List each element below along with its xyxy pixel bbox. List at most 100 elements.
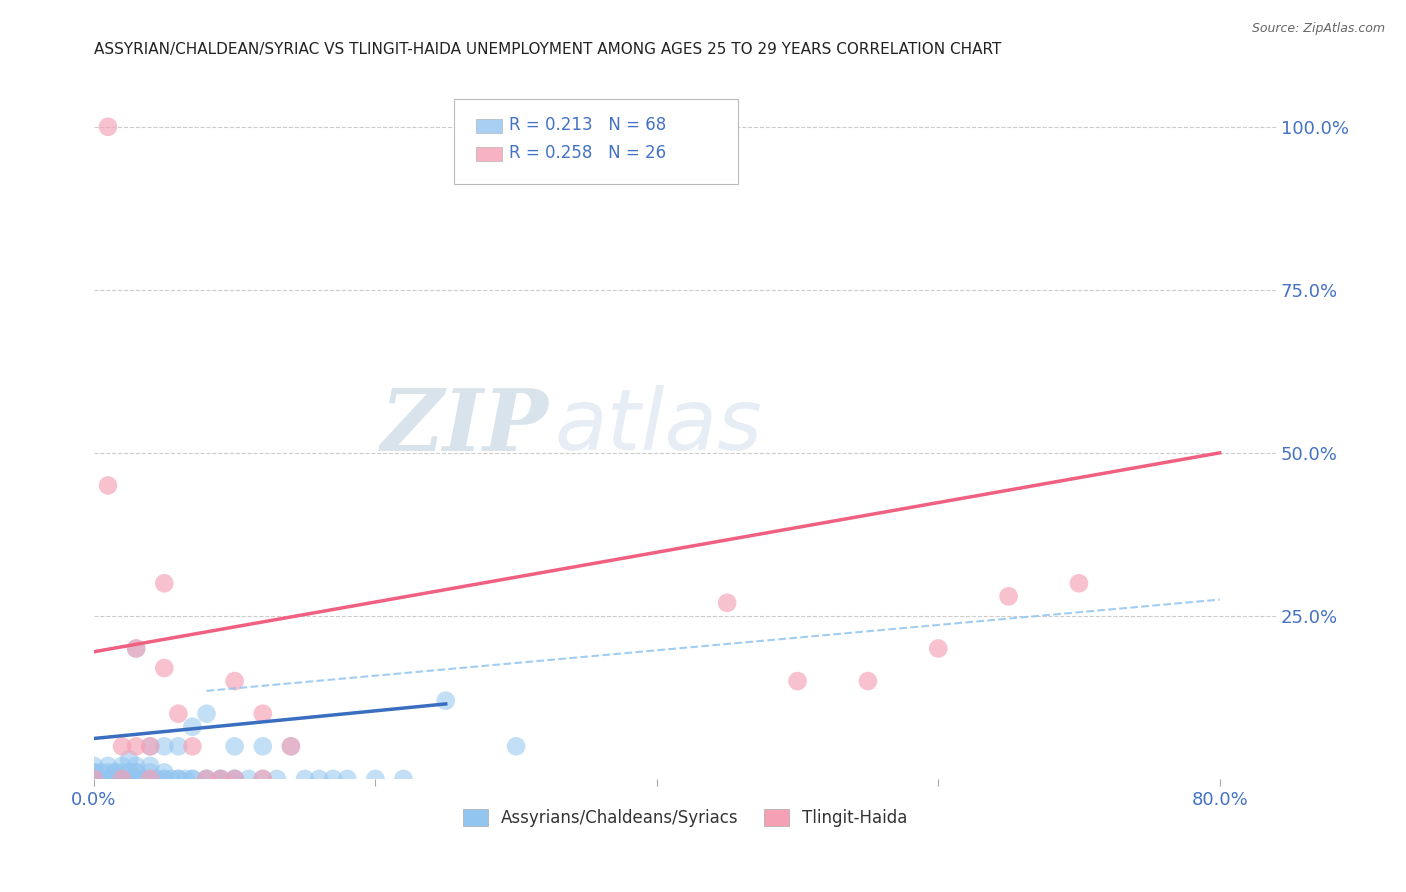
Point <box>153 765 176 780</box>
Point <box>139 739 162 754</box>
Point <box>97 120 120 134</box>
Point <box>856 674 879 689</box>
Point <box>125 739 148 754</box>
Point <box>153 772 176 786</box>
Point <box>505 739 527 754</box>
Point <box>111 765 134 780</box>
Point <box>125 641 148 656</box>
Point <box>252 772 274 786</box>
Point <box>167 772 190 786</box>
Point <box>83 772 105 786</box>
Text: atlas: atlas <box>555 385 763 468</box>
Point <box>97 478 120 492</box>
Point <box>153 772 176 786</box>
Point <box>153 661 176 675</box>
Point <box>181 739 204 754</box>
FancyBboxPatch shape <box>475 147 502 161</box>
Point <box>104 765 127 780</box>
Point <box>125 772 148 786</box>
Point <box>1067 576 1090 591</box>
Text: ZIP: ZIP <box>381 385 548 468</box>
Point <box>280 739 302 754</box>
Point <box>364 772 387 786</box>
Text: Source: ZipAtlas.com: Source: ZipAtlas.com <box>1251 22 1385 36</box>
Point <box>118 772 141 786</box>
Text: ASSYRIAN/CHALDEAN/SYRIAC VS TLINGIT-HAIDA UNEMPLOYMENT AMONG AGES 25 TO 29 YEARS: ASSYRIAN/CHALDEAN/SYRIAC VS TLINGIT-HAID… <box>94 42 1001 57</box>
Point <box>167 706 190 721</box>
Point <box>238 772 260 786</box>
Point <box>160 772 183 786</box>
Point <box>434 693 457 707</box>
Point <box>83 772 105 786</box>
Point <box>153 739 176 754</box>
Point <box>83 765 105 780</box>
Point <box>997 590 1019 604</box>
Point <box>83 772 105 786</box>
Point <box>139 765 162 780</box>
Point <box>252 772 274 786</box>
Point <box>308 772 330 786</box>
Point <box>118 765 141 780</box>
Point <box>195 772 218 786</box>
Point <box>125 765 148 780</box>
Point <box>209 772 232 786</box>
Point <box>139 772 162 786</box>
Point <box>97 759 120 773</box>
Point <box>786 674 808 689</box>
Point <box>90 772 112 786</box>
FancyBboxPatch shape <box>454 99 738 184</box>
Point <box>90 765 112 780</box>
Point <box>336 772 359 786</box>
Point <box>181 772 204 786</box>
FancyBboxPatch shape <box>475 119 502 133</box>
Point <box>280 739 302 754</box>
Point <box>111 759 134 773</box>
Point <box>181 720 204 734</box>
Point <box>111 772 134 786</box>
Point <box>174 772 197 786</box>
Point <box>83 772 105 786</box>
Point <box>181 772 204 786</box>
Point <box>224 674 246 689</box>
Point <box>139 772 162 786</box>
Point <box>224 772 246 786</box>
Point <box>111 772 134 786</box>
Point <box>83 765 105 780</box>
Point <box>132 772 155 786</box>
Point <box>153 576 176 591</box>
Point <box>139 739 162 754</box>
Point <box>167 772 190 786</box>
Point <box>927 641 949 656</box>
Point <box>266 772 288 786</box>
Point <box>83 759 105 773</box>
Point <box>125 759 148 773</box>
Text: R = 0.258   N = 26: R = 0.258 N = 26 <box>509 145 666 162</box>
Point <box>392 772 415 786</box>
Point <box>224 772 246 786</box>
Text: R = 0.213   N = 68: R = 0.213 N = 68 <box>509 116 666 135</box>
Point <box>294 772 316 786</box>
Point <box>146 772 169 786</box>
Point <box>104 765 127 780</box>
Point <box>209 772 232 786</box>
Point <box>716 596 738 610</box>
Point <box>322 772 344 786</box>
Point <box>195 772 218 786</box>
Point <box>97 772 120 786</box>
Legend: Assyrians/Chaldeans/Syriacs, Tlingit-Haida: Assyrians/Chaldeans/Syriacs, Tlingit-Hai… <box>456 803 914 834</box>
Point <box>83 772 105 786</box>
Point <box>139 759 162 773</box>
Point <box>167 739 190 754</box>
Point <box>209 772 232 786</box>
Point <box>252 739 274 754</box>
Point <box>111 772 134 786</box>
Point <box>125 641 148 656</box>
Point <box>195 706 218 721</box>
Point <box>104 772 127 786</box>
Point <box>252 706 274 721</box>
Point <box>195 772 218 786</box>
Point <box>118 752 141 766</box>
Point <box>97 772 120 786</box>
Point <box>224 739 246 754</box>
Point <box>83 772 105 786</box>
